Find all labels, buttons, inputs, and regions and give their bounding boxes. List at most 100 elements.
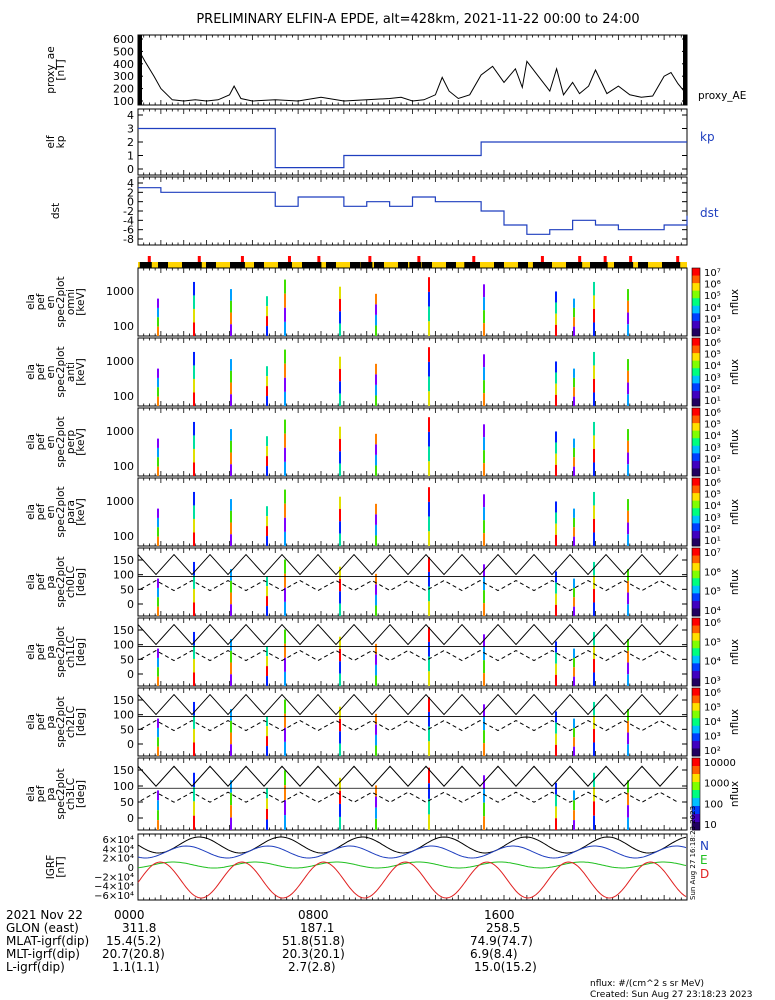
spec-panel-6-burst <box>555 733 557 745</box>
spec-panel-6-burst <box>157 727 159 738</box>
kp-ytick-4: 0 <box>127 163 134 176</box>
spec-panel-3-burst <box>428 501 430 517</box>
spec-panel-4-burst <box>339 591 341 604</box>
orbit-marker-red <box>317 256 321 262</box>
spec-panel-7-colorbar-tick-1: 1000 <box>704 779 729 790</box>
igrf-ytick-1: 4×10⁴ <box>103 844 134 855</box>
igrf-ytick-6: −6×10⁴ <box>94 891 134 902</box>
spec-panel-2-colorbar-tick-1: 10⁵ <box>704 420 721 431</box>
spec-panel-0-burst <box>266 326 268 336</box>
spec-panel-3-burst <box>375 535 377 546</box>
time-row-label-0: 2021 Nov 22 <box>6 908 83 922</box>
spec-panel-7-burst <box>573 820 575 830</box>
spec-panel-5-colorbar-tick-2: 10⁴ <box>704 657 721 668</box>
spec-panel-3-burst <box>339 521 341 534</box>
spec-panel-4-burst <box>266 596 268 607</box>
orbit-segment-black <box>590 262 600 268</box>
spec-panel-6-burst <box>627 732 629 745</box>
spec-panel-2-burst <box>627 429 629 441</box>
spec-panel-7-ytick-0: 150 <box>113 764 134 777</box>
spec-panel-3-burst <box>483 520 485 534</box>
orbit-segment-black <box>409 262 422 268</box>
spec-panel-3-burst <box>375 514 377 525</box>
spec-panel-3-burst <box>428 531 430 546</box>
spec-panel-3-colorbar-band <box>692 530 700 539</box>
spec-panel-7-burst <box>428 798 430 815</box>
spec-panel-1-colorbar-band <box>692 375 700 384</box>
spec-panel-2-burst <box>230 429 232 441</box>
spec-panel-3-colorbar-band <box>692 523 700 532</box>
spec-panel-0-burst <box>428 277 430 292</box>
spec-panel-4-burst <box>428 557 430 572</box>
spec-panel-6-burst <box>230 720 232 733</box>
kp-ytick-3: 1 <box>127 150 134 163</box>
spec-panel-7-burst <box>573 800 575 811</box>
spec-panel-0-colorbar-tick-2: 10⁵ <box>704 291 721 302</box>
spec-panel-4-anti-loss-cone-line <box>137 579 679 592</box>
spec-panel-1-burst <box>284 349 286 364</box>
spec-panel-6-burst <box>266 736 268 747</box>
orbit-segment-black <box>446 262 456 268</box>
spec-panel-4-colorbar-band <box>692 608 700 617</box>
spec-panel-7-burst <box>428 783 430 799</box>
orbit-segment-black <box>422 262 432 268</box>
spec-panel-7-colorbar-band <box>692 782 700 791</box>
spec-panel-3-burst <box>284 503 286 518</box>
spec-panel-1-burst <box>627 382 629 395</box>
spec-panel-3-burst <box>483 507 485 521</box>
spec-panel-1-burst <box>157 377 159 388</box>
spec-panel-5-burst <box>339 649 341 662</box>
spec-panel-5-burst <box>555 652 557 664</box>
spec-panel-6-frame <box>137 687 688 757</box>
spec-panel-1-colorbar-tick-4: 10² <box>704 384 721 395</box>
spec-panel-6-burst <box>230 732 232 745</box>
spec-panel-0-burst <box>230 312 232 325</box>
spec-panel-4-burst <box>593 561 595 576</box>
spec-panel-3-burst <box>193 505 195 519</box>
spec-panel-6-ylabel-line-5: [deg] <box>75 708 87 736</box>
spec-panel-0-burst <box>573 326 575 336</box>
igrf-component-line <box>137 861 687 869</box>
spec-panel-0-burst <box>157 326 159 336</box>
spec-panel-7-burst <box>375 818 377 830</box>
spec-panel-1-burst <box>266 386 268 397</box>
spec-panel-0-burst <box>593 308 595 323</box>
spec-panel-6-colorbar-band <box>692 725 700 734</box>
spec-panel-6-anti-loss-cone-line <box>137 719 679 732</box>
orbit-segment-black <box>532 262 545 268</box>
spec-panel-3-colorbar-band <box>692 493 700 502</box>
spec-panel-6-ylabel-line-3: spec2plot <box>55 696 67 747</box>
spec-panel-2-burst <box>627 464 629 476</box>
spec-panel-2-burst <box>339 451 341 464</box>
spec-panel-0-burst <box>375 325 377 336</box>
dst-ytick-0: 4 <box>127 177 134 190</box>
spec-panel-1-burst <box>555 372 557 384</box>
spec-panel-1-frame <box>137 337 688 407</box>
spec-panel-4-ytick-2: 50 <box>120 583 134 596</box>
spec-panel-5-burst <box>375 643 377 655</box>
spec-panel-0-burst <box>230 324 232 336</box>
spec-panel-1-colorbar-band <box>692 360 700 369</box>
spec-panel-1-colorbar-band <box>692 398 700 407</box>
spec-panel-5-burst <box>284 629 286 644</box>
spec-panel-7-burst <box>157 800 159 811</box>
spec-panel-5-ytick-0: 150 <box>113 624 134 637</box>
spec-panel-1-burst <box>375 395 377 406</box>
spec-panel-3-burst <box>157 527 159 537</box>
spec-panel-3-colorbar-label: nflux <box>729 499 741 525</box>
spec-panel-3-colorbar-tick-1: 10⁵ <box>704 490 721 501</box>
spec-panel-6-burst <box>428 711 430 727</box>
spec-panel-5-burst <box>193 631 195 646</box>
spec-panel-2-colorbar-band <box>692 460 700 469</box>
spec-panel-7-burst <box>266 808 268 820</box>
spec-panel-0-burst <box>483 284 485 298</box>
orbit-segment-black <box>638 262 648 268</box>
time-row-0-val-0: 0000 <box>114 908 145 922</box>
spec-panel-4-burst <box>627 604 629 616</box>
spec-panel-0-burst <box>266 306 268 317</box>
spec-panel-4-burst <box>284 601 286 616</box>
spec-panel-0-burst <box>428 291 430 307</box>
spec-panel-5-colorbar-band <box>692 648 700 657</box>
spec-panel-4-ylabel-line-5: [deg] <box>75 568 87 596</box>
